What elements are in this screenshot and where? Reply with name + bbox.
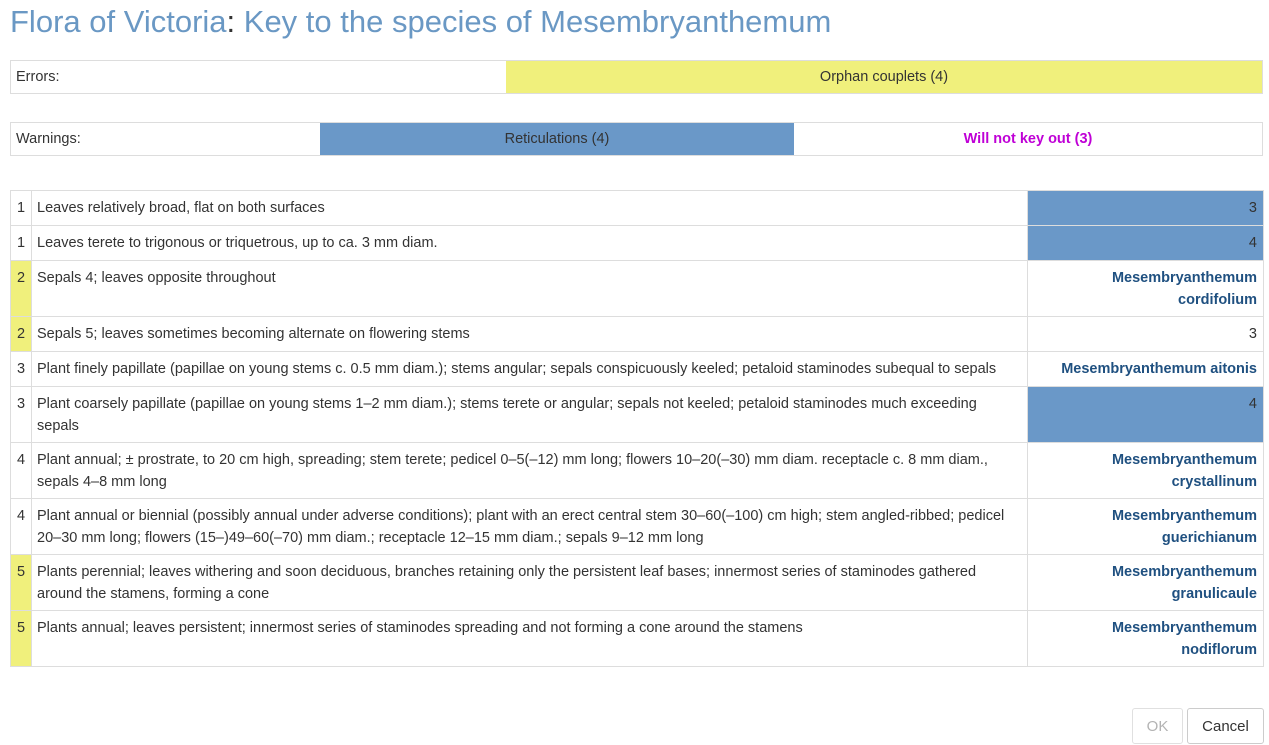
key-lead-row: 5 Plants perennial; leaves withering and …: [10, 554, 1264, 611]
couplet-number: 5: [10, 610, 32, 667]
lead-result-cell: 3: [1027, 190, 1264, 226]
lead-text: Plants annual; leaves persistent; innerm…: [31, 610, 1028, 667]
taxon-link[interactable]: Mesembryanthemum guerichianum: [1111, 508, 1257, 546]
key-lead-row: 3 Plant finely papillate (papillae on you…: [10, 351, 1264, 387]
key-lead-row: 4 Plant annual or biennial (possibly annu…: [10, 498, 1264, 555]
will-not-key-out-button[interactable]: Will not key out (3): [963, 131, 1093, 147]
couplet-number: 1: [10, 190, 32, 226]
lead-text: Plant annual; ± prostrate, to 20 cm high…: [31, 442, 1028, 499]
couplet-number: 1: [10, 225, 32, 261]
key-lead-row: 3 Plant coarsely papillate (papillae on y…: [10, 386, 1264, 443]
goto-couplet-link[interactable]: 3: [1248, 200, 1257, 216]
couplet-number: 2: [10, 260, 32, 317]
lead-result-cell: 4: [1027, 225, 1264, 261]
lead-result-cell: 3: [1027, 316, 1264, 352]
lead-result-cell: Mesembryanthemum cordifolium: [1027, 260, 1264, 317]
goto-couplet-link[interactable]: 4: [1248, 235, 1257, 251]
couplet-number: 4: [10, 442, 32, 499]
taxon-link[interactable]: Mesembryanthemum nodiflorum: [1111, 620, 1257, 658]
key-lead-row: 4 Plant annual; ± prostrate, to 20 cm hig…: [10, 442, 1264, 499]
key-table: 1 Leaves relatively broad, flat on both s…: [10, 190, 1264, 667]
ok-button[interactable]: OK: [1132, 708, 1183, 744]
lead-result-cell: Mesembryanthemum nodiflorum: [1027, 610, 1264, 667]
key-table-body: 1 Leaves relatively broad, flat on both s…: [10, 190, 1264, 667]
orphan-couplets-button[interactable]: Orphan couplets (4): [506, 61, 1262, 93]
lead-text: Leaves relatively broad, flat on both su…: [31, 190, 1028, 226]
reticulations-button[interactable]: Reticulations (4): [320, 123, 794, 155]
lead-text: Sepals 4; leaves opposite throughout: [31, 260, 1028, 317]
taxon-link[interactable]: Mesembryanthemum crystallinum: [1111, 452, 1257, 490]
couplet-number: 2: [10, 316, 32, 352]
key-lead-row: 2 Sepals 4; leaves opposite throughout Mes…: [10, 260, 1264, 317]
couplet-number: 5: [10, 554, 32, 611]
lead-result-cell: Mesembryanthemum guerichianum: [1027, 498, 1264, 555]
key-lead-row: 5 Plants annual; leaves persistent; inner…: [10, 610, 1264, 667]
page-title: Flora of Victoria: Key to the species of…: [10, 4, 831, 40]
cancel-button[interactable]: Cancel: [1187, 708, 1264, 744]
goto-couplet-link[interactable]: 4: [1248, 396, 1257, 412]
lead-result-cell: Mesembryanthemum granulicaule: [1027, 554, 1264, 611]
taxon-link[interactable]: Mesembryanthemum aitonis: [1061, 361, 1257, 377]
lead-text: Leaves terete to trigonous or triquetrou…: [31, 225, 1028, 261]
couplet-number: 3: [10, 351, 32, 387]
lead-result-cell: Mesembryanthemum crystallinum: [1027, 442, 1264, 499]
couplet-number: 4: [10, 498, 32, 555]
key-lead-row: 1 Leaves terete to trigonous or triquetro…: [10, 225, 1264, 261]
goto-couplet-link[interactable]: 3: [1248, 326, 1257, 342]
lead-text: Plant annual or biennial (possibly annua…: [31, 498, 1028, 555]
taxon-link[interactable]: Mesembryanthemum cordifolium: [1111, 270, 1257, 308]
couplet-number: 3: [10, 386, 32, 443]
lead-text: Sepals 5; leaves sometimes becoming alte…: [31, 316, 1028, 352]
lead-result-cell: Mesembryanthemum aitonis: [1027, 351, 1264, 387]
title-separator: :: [226, 4, 236, 39]
errors-bar: Errors: Orphan couplets (4): [10, 60, 1263, 94]
title-flora: Flora of Victoria: [10, 4, 227, 39]
lead-text: Plant coarsely papillate (papillae on yo…: [31, 386, 1028, 443]
title-key: Key to the species of Mesembryanthemum: [243, 4, 832, 39]
errors-label: Errors:: [16, 69, 60, 85]
lead-text: Plants perennial; leaves withering and s…: [31, 554, 1028, 611]
warnings-bar: Warnings: Reticulations (4) Will not key…: [10, 122, 1263, 156]
key-lead-row: 2 Sepals 5; leaves sometimes becoming alt…: [10, 316, 1264, 352]
lead-text: Plant finely papillate (papillae on youn…: [31, 351, 1028, 387]
lead-result-cell: 4: [1027, 386, 1264, 443]
taxon-link[interactable]: Mesembryanthemum granulicaule: [1111, 564, 1257, 602]
warnings-label: Warnings:: [16, 131, 81, 147]
key-lead-row: 1 Leaves relatively broad, flat on both s…: [10, 190, 1264, 226]
